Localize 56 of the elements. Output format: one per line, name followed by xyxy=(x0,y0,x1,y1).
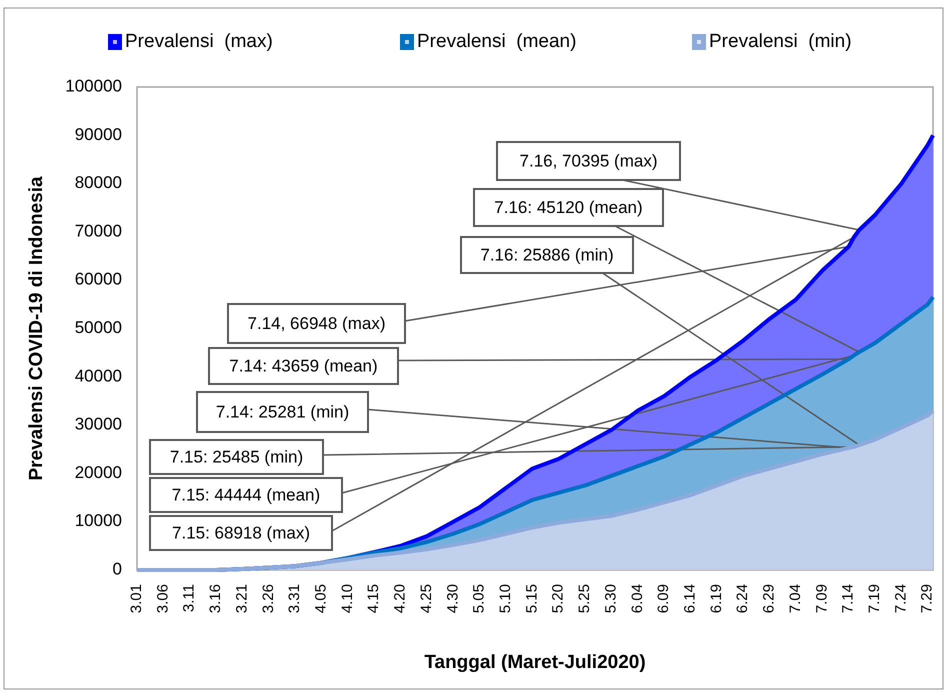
x-tick-label: 5.05 xyxy=(470,584,488,614)
annotation: 7.15: 25485 (min) xyxy=(170,447,304,466)
y-tick-label: 0 xyxy=(112,559,122,578)
y-tick-label: 60000 xyxy=(74,270,122,289)
annotation: 7.14: 43659 (mean) xyxy=(229,356,378,376)
y-tick-label: 40000 xyxy=(74,366,122,386)
y-tick-label: 30000 xyxy=(74,414,122,434)
x-tick-label: 6.14 xyxy=(681,584,698,614)
y-tick-label: 90000 xyxy=(74,124,122,144)
x-tick-label: 5.30 xyxy=(602,584,620,614)
annotation: 7.14: 25281 (min) xyxy=(216,402,350,422)
x-tick-label: 5.20 xyxy=(550,584,567,614)
x-tick-label: 6.19 xyxy=(708,584,725,614)
x-tick-label: 3.31 xyxy=(286,584,304,614)
x-tick-label: 5.25 xyxy=(576,584,594,614)
annotation: 7.16, 70395 (max) xyxy=(520,151,658,170)
x-tick-label: 3.01 xyxy=(128,584,145,614)
x-tick-label: 3.16 xyxy=(207,584,224,614)
x-tick-label: 4.05 xyxy=(312,584,330,614)
x-tick-label: 7.04 xyxy=(786,584,804,614)
x-tick-label: 7.19 xyxy=(866,584,883,614)
annotation: 7.15: 68918 (max) xyxy=(172,523,310,542)
legend-label: Prevalensi (min) xyxy=(709,31,852,52)
x-tick-label: 7.14 xyxy=(840,584,857,614)
legend-label: Prevalensi (mean) xyxy=(417,31,576,52)
x-tick-label: 3.06 xyxy=(154,584,172,614)
y-tick-label: 50000 xyxy=(74,318,122,337)
x-tick-label: 7.09 xyxy=(813,584,830,614)
x-tick-label: 3.21 xyxy=(233,584,250,614)
y-tick-label: 80000 xyxy=(74,173,122,192)
x-tick-label: 7.24 xyxy=(892,584,910,614)
x-tick-label: 4.30 xyxy=(444,584,462,614)
x-tick-label: 7.29 xyxy=(918,584,936,614)
annotation: 7.14, 66948 (max) xyxy=(248,314,386,333)
x-tick-label: 5.15 xyxy=(523,584,540,614)
x-tick-label: 5.10 xyxy=(496,584,514,614)
x-tick-label: 3.26 xyxy=(260,584,277,614)
y-tick-label: 20000 xyxy=(74,462,122,482)
annotation: 7.16: 25886 (min) xyxy=(480,245,614,264)
x-tick-label: 6.09 xyxy=(655,584,672,614)
x-tick-label: 6.24 xyxy=(734,584,752,614)
x-tick-label: 3.11 xyxy=(180,584,198,612)
annotation: 7.15: 44444 (mean) xyxy=(172,485,320,504)
x-tick-label: 4.20 xyxy=(392,584,409,614)
x-tick-label: 4.10 xyxy=(338,584,356,614)
y-axis-title: Prevalensi COVID-19 di Indonesia xyxy=(26,176,47,481)
x-tick-label: 4.25 xyxy=(418,584,435,614)
y-tick-label: 100000 xyxy=(65,76,122,96)
x-tick-label: 6.04 xyxy=(628,584,646,614)
legend-label: Prevalensi (max) xyxy=(125,31,273,52)
x-axis-title: Tanggal (Maret-Juli2020) xyxy=(424,652,646,673)
annotation: 7.16: 45120 (mean) xyxy=(494,198,643,217)
y-tick-label: 70000 xyxy=(74,221,122,240)
x-tick-label: 6.29 xyxy=(760,584,778,614)
y-tick-label: 10000 xyxy=(74,511,122,530)
x-tick-label: 4.15 xyxy=(365,584,382,614)
